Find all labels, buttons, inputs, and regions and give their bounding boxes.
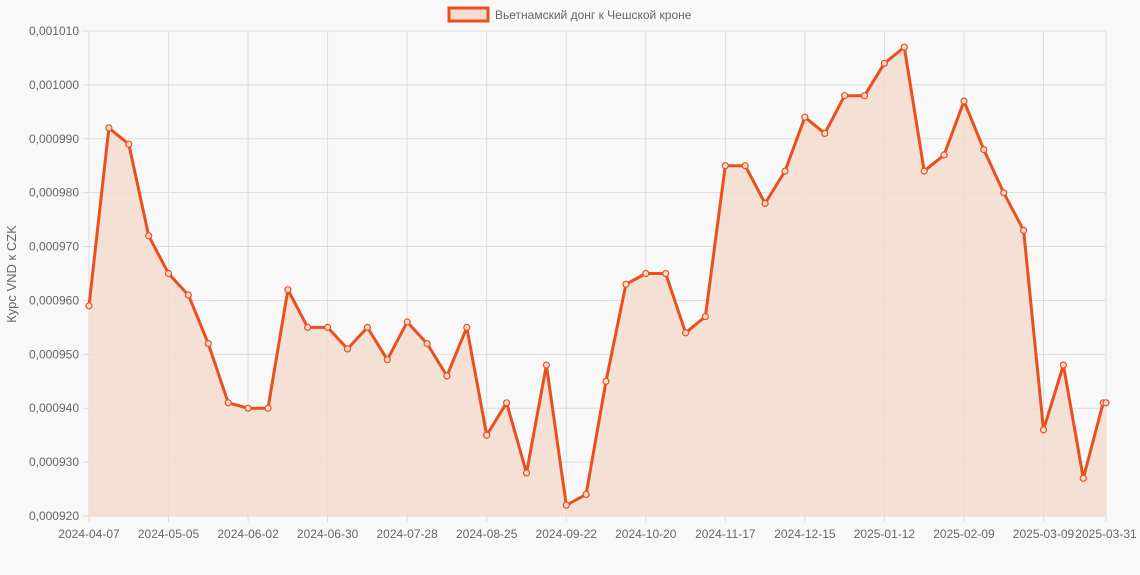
data-point[interactable] [164, 269, 173, 278]
data-point[interactable] [542, 361, 551, 369]
area-fill [89, 47, 1106, 516]
data-point[interactable] [662, 269, 670, 278]
x-tick-label: 2024-10-20 [615, 527, 677, 541]
data-point[interactable] [940, 151, 948, 159]
data-point[interactable] [145, 232, 153, 240]
data-point[interactable] [483, 431, 491, 439]
data-point[interactable] [284, 286, 292, 294]
data-point[interactable] [821, 129, 829, 137]
y-tick-label: 0,000980 [29, 186, 79, 200]
x-tick-label: 2024-06-02 [217, 527, 279, 541]
data-point[interactable] [622, 280, 630, 288]
data-point[interactable] [304, 323, 312, 331]
data-point[interactable] [840, 92, 849, 100]
y-tick-label: 0,000940 [29, 401, 79, 415]
data-point[interactable] [721, 162, 729, 170]
data-point[interactable] [1079, 474, 1087, 482]
data-point[interactable] [324, 323, 332, 331]
x-tick-label: 2025-03-31 [1075, 527, 1137, 541]
y-tick-label: 0,000970 [29, 240, 79, 254]
x-tick-label: 2024-04-07 [58, 527, 120, 541]
data-point[interactable] [1000, 189, 1008, 197]
data-point[interactable] [960, 97, 968, 105]
data-point[interactable] [85, 302, 93, 310]
data-point[interactable] [562, 501, 570, 509]
data-point[interactable] [920, 167, 928, 175]
data-point[interactable] [681, 329, 690, 337]
data-point[interactable] [582, 490, 590, 498]
data-point[interactable] [503, 399, 511, 407]
x-tick-label: 2025-01-12 [854, 527, 916, 541]
data-point[interactable] [383, 356, 391, 364]
x-tick-label: 2024-11-17 [695, 527, 756, 541]
data-points [85, 43, 1110, 509]
data-point[interactable] [244, 404, 252, 412]
data-point[interactable] [781, 167, 789, 175]
x-tick-label: 2024-07-28 [376, 527, 438, 541]
data-point[interactable] [642, 269, 650, 278]
data-point[interactable] [363, 323, 371, 331]
x-tick-label: 2024-09-22 [536, 527, 598, 541]
data-point[interactable] [522, 469, 531, 477]
y-tick-label: 0,000990 [29, 132, 79, 146]
y-tick-label: 0,001000 [29, 78, 79, 92]
data-point[interactable] [741, 162, 749, 170]
x-tick-label: 2025-02-09 [933, 527, 995, 541]
data-point[interactable] [125, 140, 133, 148]
data-point[interactable] [264, 404, 272, 412]
data-point[interactable] [184, 291, 192, 299]
y-tick-label: 0,000930 [29, 455, 79, 469]
y-axis-label: Курс VND к CZK [4, 225, 19, 323]
data-point[interactable] [1059, 361, 1068, 369]
data-point[interactable] [900, 43, 908, 51]
data-point[interactable] [860, 92, 869, 100]
data-point[interactable] [602, 377, 610, 385]
x-axis-ticks: 2024-04-07 2024-05-05 2024-06-02 2024-06-30… [58, 527, 1137, 541]
data-point[interactable] [980, 146, 988, 154]
data-point[interactable] [443, 372, 451, 380]
y-tick-label: 0,000960 [29, 293, 79, 307]
legend-label[interactable]: Вьетнамский донг к Чешской кроне [495, 8, 692, 22]
data-point[interactable] [423, 340, 431, 348]
data-point[interactable] [1102, 399, 1110, 407]
data-point[interactable] [463, 323, 471, 331]
x-tick-label: 2024-06-30 [297, 527, 359, 541]
data-point[interactable] [701, 313, 710, 321]
x-tick-label: 2024-05-05 [138, 527, 200, 541]
data-point[interactable] [801, 113, 809, 121]
data-point[interactable] [204, 340, 212, 348]
y-tick-label: 0,001010 [29, 24, 79, 38]
data-point[interactable] [1019, 226, 1028, 234]
data-point[interactable] [224, 399, 232, 407]
y-tick-label: 0,000950 [29, 347, 79, 361]
data-point[interactable] [403, 318, 411, 326]
data-point[interactable] [343, 345, 352, 353]
x-tick-label: 2025-03-09 [1013, 527, 1075, 541]
y-tick-label: 0,000920 [29, 509, 79, 523]
data-point[interactable] [761, 199, 769, 207]
x-tick-label: 2024-12-15 [774, 527, 836, 541]
data-point[interactable] [1039, 426, 1048, 434]
data-point[interactable] [880, 59, 889, 67]
y-axis-ticks: 0,000920 0,000930 0,000940 0,000950 0,000960… [29, 24, 79, 523]
legend[interactable]: Вьетнамский донг к Чешской кроне [447, 6, 692, 23]
data-point[interactable] [105, 124, 113, 132]
legend-swatch[interactable] [447, 6, 490, 23]
x-tick-label: 2024-08-25 [456, 527, 518, 541]
